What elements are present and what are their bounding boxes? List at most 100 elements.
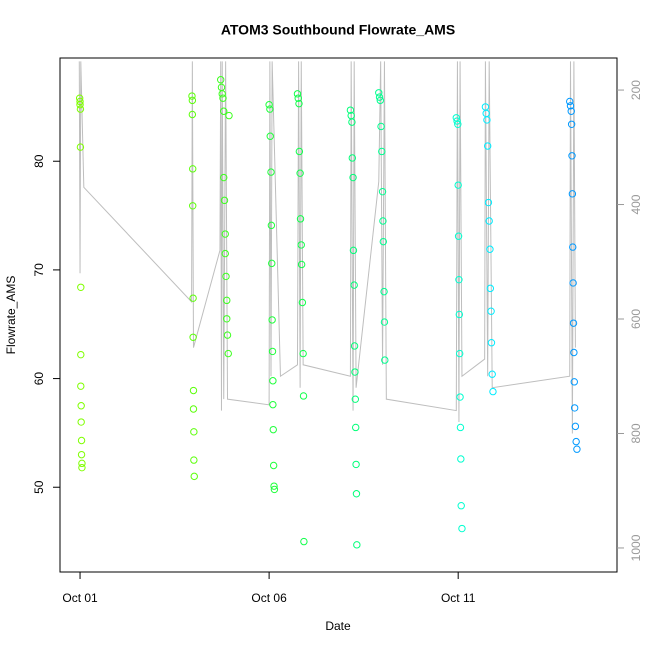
point [375, 93, 384, 101]
point [221, 249, 229, 258]
point [189, 386, 198, 395]
point [379, 237, 388, 246]
point [268, 259, 276, 268]
point [454, 120, 462, 128]
point [267, 168, 275, 176]
point [297, 260, 306, 269]
point [457, 502, 465, 510]
point [352, 423, 360, 432]
point [485, 217, 493, 225]
point [223, 331, 232, 339]
point [218, 90, 226, 98]
point [268, 316, 276, 324]
point [487, 339, 496, 347]
point [220, 196, 229, 205]
point [352, 460, 360, 469]
point [348, 154, 357, 162]
point [77, 450, 86, 459]
point [351, 368, 359, 376]
point [77, 283, 85, 291]
point [378, 187, 387, 196]
point [76, 143, 85, 151]
point [375, 89, 383, 97]
point [455, 275, 463, 284]
point [487, 307, 495, 315]
point [77, 436, 86, 445]
point [77, 402, 85, 410]
point [189, 294, 197, 302]
point [270, 482, 278, 490]
point [379, 217, 387, 225]
point [381, 356, 389, 364]
point [296, 215, 305, 223]
point [352, 490, 361, 498]
point [295, 99, 303, 108]
point [571, 422, 580, 431]
point [266, 132, 274, 140]
point [217, 76, 225, 84]
point [189, 405, 198, 413]
point [569, 243, 577, 251]
point [294, 94, 302, 102]
point [350, 342, 359, 350]
point [486, 284, 495, 293]
point [300, 537, 308, 546]
plot-area [75, 61, 581, 549]
point [488, 370, 496, 378]
y2-tick-label: 200 [629, 80, 643, 100]
point [296, 169, 304, 177]
point [299, 349, 307, 358]
point [298, 298, 307, 307]
point [190, 472, 198, 481]
y-tick-label: 60 [32, 372, 46, 386]
point [269, 425, 277, 434]
point [353, 541, 361, 549]
point [190, 428, 198, 436]
point [76, 105, 85, 113]
point [573, 445, 581, 453]
point [351, 395, 360, 403]
point [454, 181, 462, 189]
x-axis-label: Date [325, 619, 351, 633]
point [78, 459, 86, 468]
y-axis-label: Flowrate_AMS [4, 276, 18, 355]
point [568, 190, 577, 198]
point [266, 105, 274, 113]
y-tick-label: 70 [32, 263, 46, 277]
y-tick-label: 50 [32, 480, 46, 494]
point [570, 404, 579, 412]
point [269, 461, 278, 470]
y2-tick-label: 600 [629, 309, 643, 329]
point [224, 349, 232, 358]
point [348, 118, 356, 126]
point [377, 122, 385, 131]
point [78, 463, 86, 472]
point [483, 116, 491, 124]
point [268, 347, 277, 356]
point [455, 310, 464, 319]
point [269, 400, 277, 409]
point [566, 102, 575, 110]
point [489, 387, 497, 396]
x-tick-label: Oct 11 [441, 591, 476, 605]
point [349, 246, 358, 255]
point [299, 392, 308, 400]
y2-tick-label: 800 [629, 423, 643, 443]
point [190, 456, 198, 464]
point [484, 198, 493, 207]
point [567, 120, 576, 128]
point [297, 241, 305, 249]
point [188, 92, 196, 100]
point [189, 165, 197, 173]
point [456, 423, 465, 432]
point [223, 315, 231, 323]
point [486, 245, 494, 253]
point [76, 101, 84, 109]
point [572, 437, 580, 446]
point [483, 142, 492, 150]
point [77, 382, 85, 390]
point [269, 377, 277, 385]
chart-title: ATOM3 Southbound Flowrate_AMS [221, 22, 455, 38]
